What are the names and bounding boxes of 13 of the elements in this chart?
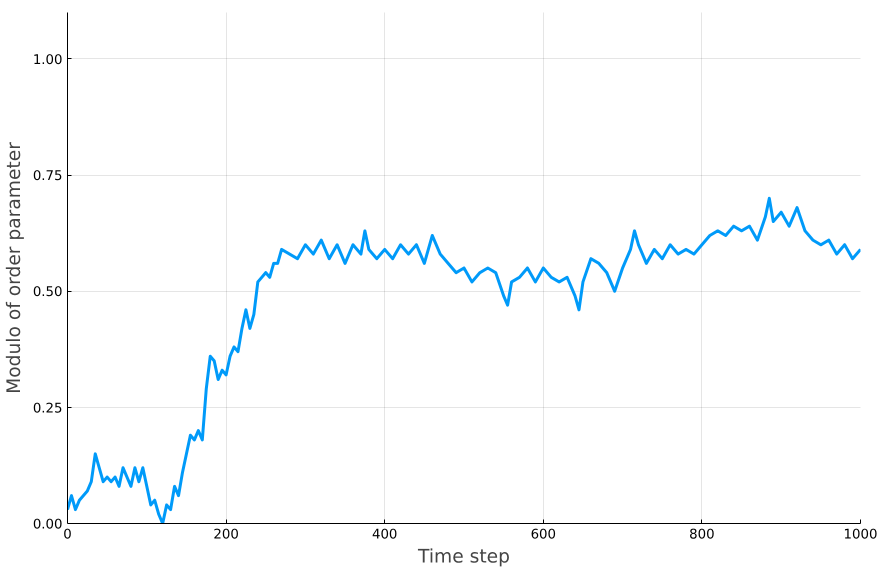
x-tick-label: 200 (213, 528, 239, 542)
y-tick-label: 0.00 (32, 518, 63, 532)
x-tick-label: 0 (63, 528, 72, 542)
x-tick-label: 1000 (844, 528, 878, 542)
y-tick-label: 0.25 (32, 401, 63, 416)
x-axis-title: Time step (417, 546, 510, 568)
x-tick-label: 400 (372, 528, 398, 542)
y-tick-label: 0.50 (32, 285, 63, 300)
x-tick-label: 600 (530, 528, 556, 542)
y-tick-label: 0.75 (32, 169, 63, 184)
y-axis-title: Modulo of order parameter (4, 142, 25, 394)
x-tick-label: 800 (689, 528, 715, 542)
y-tick-label: 1.00 (32, 52, 63, 68)
